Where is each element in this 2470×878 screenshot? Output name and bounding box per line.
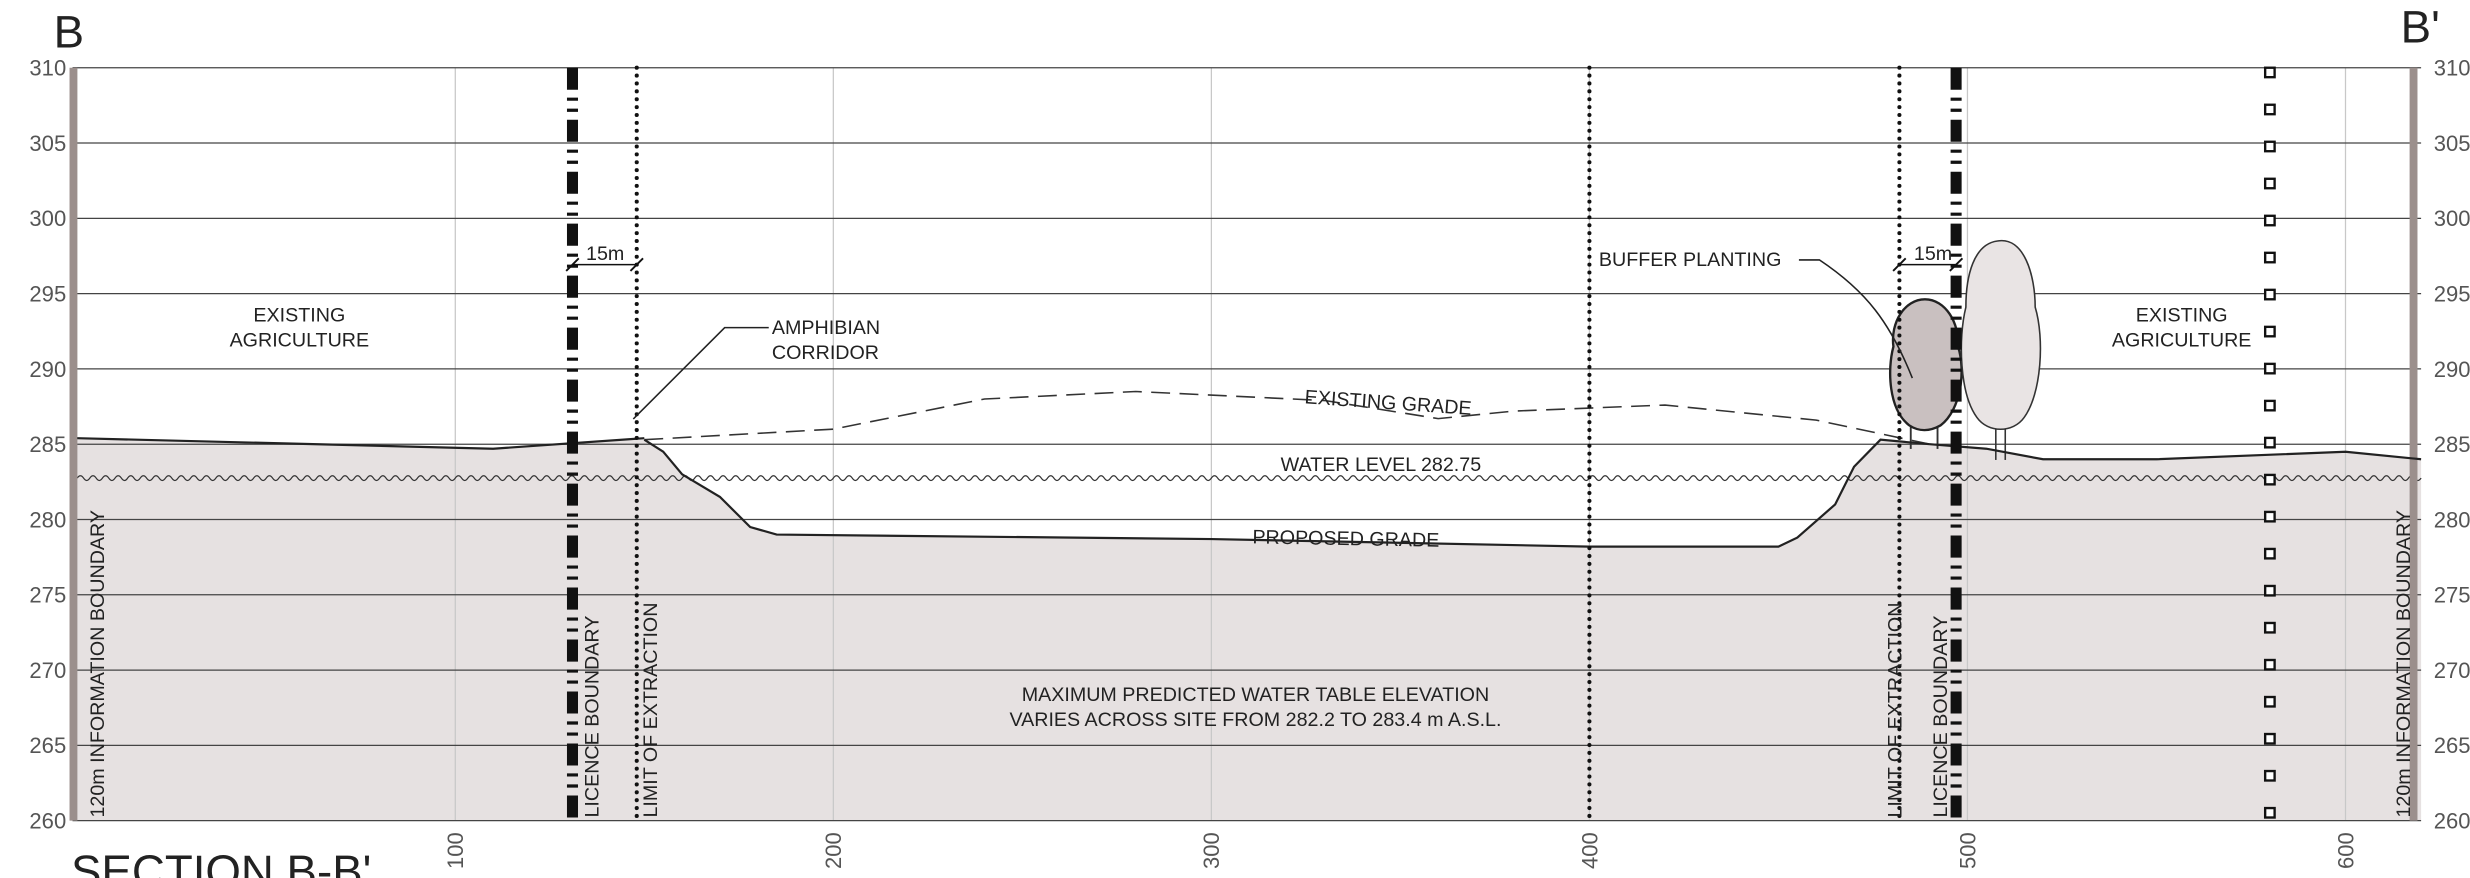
y-tick-label: 295	[29, 281, 66, 306]
boundary-square	[2263, 547, 2276, 560]
y-tick-label-right: 310	[2434, 56, 2470, 81]
boundary-square	[2263, 103, 2276, 116]
y-tick-label: 275	[29, 583, 66, 608]
annotation: AMPHIBIAN	[772, 317, 880, 339]
y-tick-label-right: 275	[2434, 583, 2470, 608]
y-tick-label-right: 295	[2434, 281, 2470, 306]
boundary-square	[2263, 251, 2276, 264]
y-tick-label: 280	[29, 507, 66, 532]
boundary-label: LICENCE BOUNDARY	[1930, 616, 1952, 818]
series-label: PROPOSED GRADE	[1252, 526, 1439, 551]
boundary-square	[2263, 288, 2276, 301]
x-tick-label: 600	[2333, 832, 2358, 869]
x-tick-label: 500	[1955, 832, 1980, 869]
trees	[1888, 240, 2042, 460]
y-tick-label: 270	[29, 658, 66, 683]
leader-line	[632, 326, 769, 420]
existing-ground	[1929, 443, 2422, 461]
boundary-label: LIMIT OF EXTRACTION	[640, 603, 662, 818]
water-label: WATER LEVEL 282.75	[1281, 454, 1482, 476]
dimension-tick	[1949, 257, 1964, 272]
boundary-square	[2263, 769, 2276, 782]
annotation: BUFFER PLANTING	[1599, 249, 1782, 271]
y-tick-label: 310	[29, 56, 66, 81]
boundary-square	[2263, 140, 2276, 153]
boundary-label: 120m INFORMATION BOUNDARY	[87, 510, 109, 818]
existing-grade	[644, 390, 1930, 445]
existing-ground	[77, 437, 645, 450]
y-tick-label: 260	[29, 809, 66, 834]
boundary-square	[2263, 510, 2276, 523]
section-end: B'	[2401, 2, 2440, 53]
boundary-label: 120m INFORMATION BOUNDARY	[2393, 510, 2415, 818]
y-tick-label-right: 290	[2434, 357, 2470, 382]
x-tick-label: 400	[1577, 832, 1602, 869]
tree-light	[1960, 240, 2042, 431]
background	[69, 67, 2422, 822]
dimension-tick	[565, 257, 580, 272]
leader-line	[1798, 259, 1914, 379]
y-tick-label: 300	[29, 206, 66, 231]
y-tick-label: 290	[29, 357, 66, 382]
square-boundary	[2263, 66, 2276, 819]
boundary-square	[2263, 399, 2276, 412]
proposed-grade	[643, 438, 1930, 548]
x-tick-label: 200	[821, 832, 846, 869]
x-tick-label: 300	[1199, 832, 1224, 869]
annotation: MAXIMUM PREDICTED WATER TABLE ELEVATION	[1022, 684, 1489, 706]
dimension-tick	[1892, 257, 1907, 272]
boundary-square	[2263, 695, 2276, 708]
water-level	[76, 475, 2422, 482]
boundary-square	[2263, 362, 2276, 375]
y-tick-label: 265	[29, 733, 66, 758]
series-label: EXISTING GRADE	[1304, 386, 1472, 420]
x-tick-label: 100	[443, 832, 468, 869]
boundary-square	[2263, 473, 2276, 486]
boundary-square	[2263, 658, 2276, 671]
ground-fill	[77, 438, 2422, 821]
boundary-square	[2263, 177, 2276, 190]
dimension-tick	[629, 257, 644, 272]
annotation: AGRICULTURE	[230, 330, 370, 352]
boundary-square	[2263, 436, 2276, 449]
annotation: VARIES ACROSS SITE FROM 282.2 TO 283.4 m…	[1009, 709, 1501, 731]
y-tick-label-right: 270	[2434, 658, 2470, 683]
boundary-label: LICENCE BOUNDARY	[582, 616, 604, 818]
section-title: SECTION B-B'	[71, 846, 371, 878]
boundary-square	[2263, 584, 2276, 597]
y-tick-label: 305	[29, 131, 66, 156]
y-tick-label-right: 300	[2434, 206, 2470, 231]
annotation: EXISTING	[253, 304, 345, 326]
y-tick-label-right: 280	[2434, 507, 2470, 532]
annotation: CORRIDOR	[772, 342, 879, 364]
y-tick-label: 285	[29, 432, 66, 457]
annotation: EXISTING	[2136, 304, 2228, 326]
boundary-square	[2263, 214, 2276, 227]
y-tick-label-right: 260	[2434, 809, 2470, 834]
boundary-square	[2263, 325, 2276, 338]
y-tick-label-right: 285	[2434, 432, 2470, 457]
y-tick-label-right: 265	[2434, 733, 2470, 758]
y-tick-label-right: 305	[2434, 131, 2470, 156]
foreground: 100 200 300 400 500 600 260 260 265 265 270 270 275 2…	[29, 2, 2470, 878]
boundary-square	[2263, 806, 2276, 819]
dimension-label: 15m	[586, 243, 624, 265]
boundary-label: LIMIT OF EXTRACTION	[1884, 603, 1906, 818]
section-start: B	[54, 6, 84, 57]
boundary-square	[2263, 66, 2276, 79]
dimension-label: 15m	[1914, 243, 1952, 265]
annotation: AGRICULTURE	[2112, 330, 2252, 352]
boundary-square	[2263, 732, 2276, 745]
boundary-square	[2263, 621, 2276, 634]
